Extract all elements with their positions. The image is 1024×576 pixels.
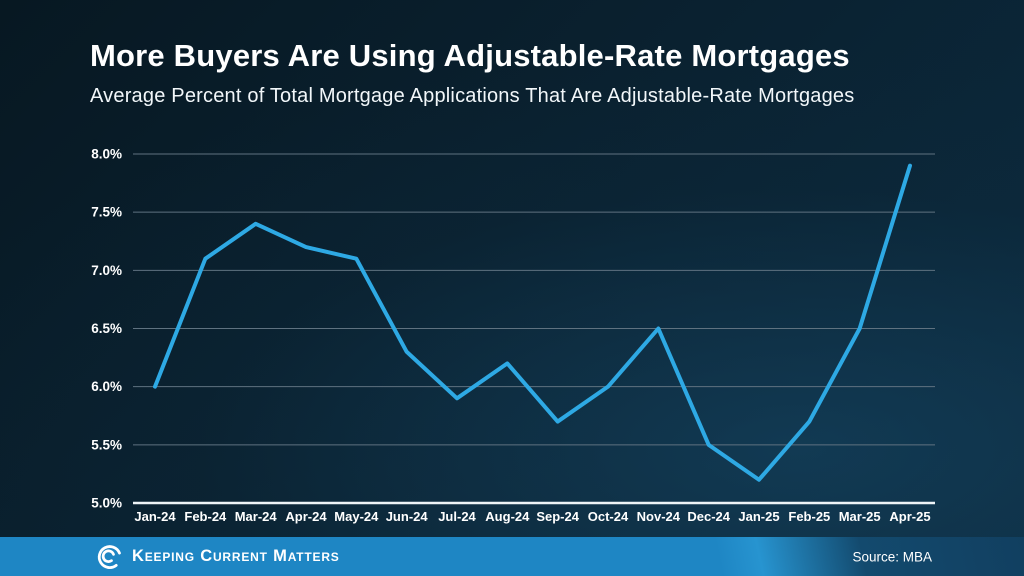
x-tick-label: Feb-25 — [788, 509, 830, 524]
x-tick-label: Sep-24 — [536, 509, 579, 524]
kcm-swirl-icon — [97, 545, 121, 569]
x-tick-label: Jul-24 — [438, 509, 476, 524]
y-tick-label: 6.5% — [91, 321, 122, 336]
x-tick-label: Mar-25 — [839, 509, 881, 524]
chart-title: More Buyers Are Using Adjustable-Rate Mo… — [90, 38, 850, 73]
x-tick-label: Jan-25 — [738, 509, 779, 524]
x-tick-label: Apr-25 — [889, 509, 930, 524]
y-tick-label: 7.5% — [91, 205, 122, 220]
y-tick-label: 6.0% — [91, 379, 122, 394]
x-tick-label: Oct-24 — [588, 509, 629, 524]
chart-subtitle: Average Percent of Total Mortgage Applic… — [90, 85, 855, 107]
brand-name: Keeping Current Matters — [132, 547, 340, 565]
source-label: Source: MBA — [852, 549, 932, 564]
x-tick-label: Jan-24 — [134, 509, 176, 524]
x-tick-label: Dec-24 — [687, 509, 730, 524]
x-tick-label: Mar-24 — [235, 509, 278, 524]
y-tick-label: 5.0% — [91, 496, 122, 511]
x-tick-label: Jun-24 — [386, 509, 429, 524]
x-tick-label: May-24 — [334, 509, 379, 524]
kcm-logo: Keeping Current Matters — [94, 542, 340, 571]
y-tick-label: 7.0% — [91, 263, 122, 278]
x-tick-label: Aug-24 — [485, 509, 530, 524]
x-tick-label: Nov-24 — [637, 509, 681, 524]
y-tick-label: 8.0% — [91, 147, 122, 162]
x-tick-label: Apr-24 — [285, 509, 327, 524]
arm-share-line — [153, 163, 912, 482]
footer-bar: Keeping Current Matters Source: MBA — [0, 537, 1024, 576]
x-tick-label: Feb-24 — [184, 509, 227, 524]
y-tick-label: 5.5% — [91, 437, 122, 452]
